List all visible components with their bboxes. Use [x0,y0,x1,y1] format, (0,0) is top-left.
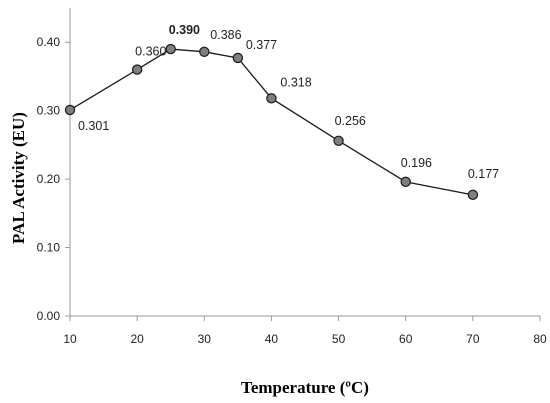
data-point [131,64,143,75]
data-label: 0.360 [135,45,166,59]
x-tick-label: 30 [198,332,212,346]
tick-labels: 10 20 30 40 50 60 70 80 0.00 0.10 0.20 0.30 0.40 [37,35,547,346]
data-label: 0.256 [335,114,366,128]
data-point [467,189,479,201]
x-tick-label: 60 [399,332,413,346]
y-tick-label: 0.30 [37,104,61,118]
data-point [199,46,210,58]
data-label: 0.318 [280,75,311,89]
data-point [266,93,277,104]
x-axis-title: Temperature (ºC) [241,378,369,397]
x-tick-label: 10 [63,332,77,346]
y-axis-title: PAL Activity (EU) [9,112,28,244]
x-tick-label: 40 [265,332,279,346]
data-label: 0.177 [468,167,499,181]
data-label: 0.386 [210,28,241,42]
data-label: 0.390 [169,23,200,37]
y-tick-label: 0.00 [37,309,61,323]
y-tick-label: 0.20 [37,172,61,186]
x-tick-label: 70 [466,332,480,346]
y-tick-label: 0.10 [37,241,61,255]
y-tick-label: 0.40 [37,35,61,49]
x-tick-label: 20 [130,332,144,346]
data-label: 0.377 [246,38,277,52]
data-point [165,43,176,55]
series-line [69,48,473,196]
x-tick-label: 80 [533,332,547,346]
data-point [333,135,344,146]
x-tick-label: 50 [332,332,346,346]
data-label: 0.301 [78,119,109,133]
data-label: 0.196 [401,156,432,170]
data-point [232,52,244,64]
data-point [400,176,411,188]
data-series [64,43,479,201]
data-point [64,104,76,116]
